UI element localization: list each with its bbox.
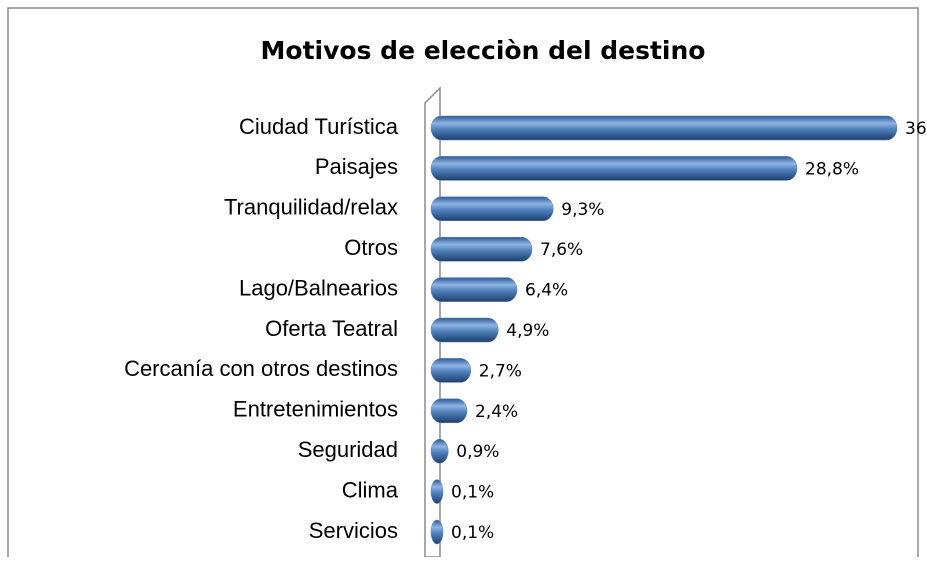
bar [430, 398, 468, 424]
category-label: Paisajes [315, 154, 398, 179]
bar [430, 196, 554, 222]
value-label: 6,4% [525, 281, 568, 301]
value-label: 2,4% [475, 402, 518, 422]
value-label: 2,7% [479, 361, 522, 381]
bar [430, 519, 444, 545]
bar [430, 115, 898, 141]
value-label: 9,3% [561, 200, 604, 220]
bar [430, 479, 444, 504]
value-label: 4,9% [506, 321, 549, 341]
bar [430, 277, 518, 302]
category-label: Ciudad Turística [239, 114, 399, 139]
value-label: 36,8% [905, 119, 927, 139]
value-label: 0,1% [451, 523, 494, 543]
category-label: Lago/Balnearios [239, 275, 398, 300]
bar [430, 156, 798, 181]
value-label: 0,1% [451, 483, 494, 503]
category-label: Otros [344, 235, 398, 260]
value-label: 0,9% [456, 442, 499, 462]
bar [430, 438, 449, 464]
value-label: 7,6% [540, 240, 583, 260]
bar [430, 236, 533, 262]
value-label: 28,8% [805, 159, 859, 179]
bar [430, 358, 471, 383]
category-label: Cercanía con otros destinos [124, 356, 398, 381]
category-label: Entretenimientos [233, 397, 398, 422]
bar [430, 317, 499, 343]
category-label: Oferta Teatral [265, 316, 398, 341]
category-label: Tranquilidad/relax [224, 195, 398, 220]
category-label: Seguridad [298, 437, 398, 462]
category-label: Clima [342, 477, 399, 502]
category-label: Servicios [309, 518, 398, 543]
chart-title: Motivos de elecciòn del destino [261, 36, 706, 65]
